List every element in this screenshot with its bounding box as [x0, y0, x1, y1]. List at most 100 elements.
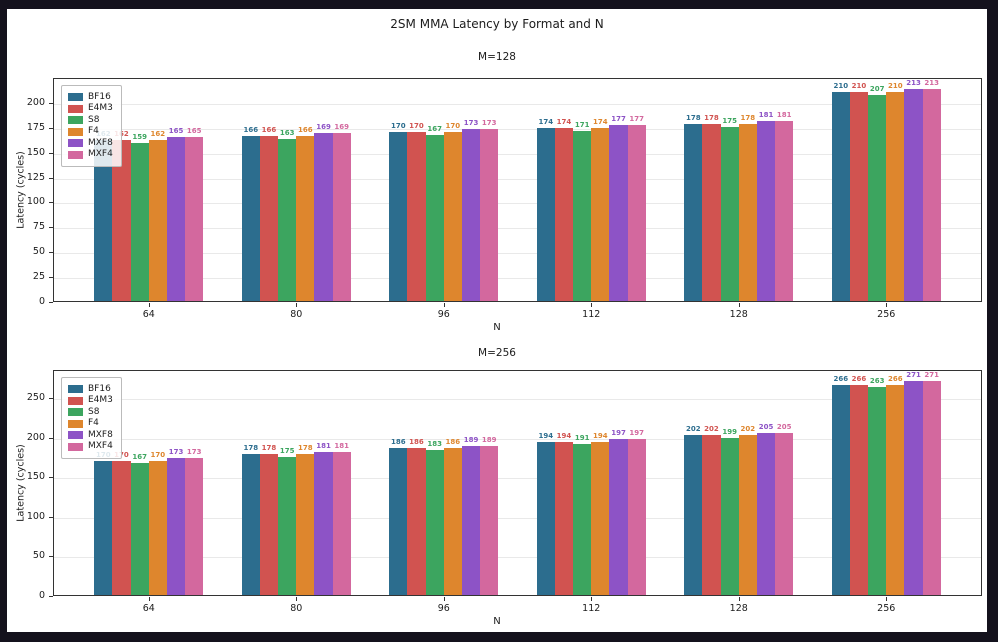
y-tick-mark — [49, 102, 53, 104]
bar-e4m3: 178 — [702, 114, 721, 301]
bar-value-label: 170 — [445, 121, 461, 130]
bar-e4m3: 170 — [407, 122, 426, 301]
gridline — [54, 478, 981, 480]
x-tick-mark — [886, 303, 888, 307]
legend-label: F4 — [88, 126, 99, 136]
bar-value-label: 159 — [132, 132, 147, 141]
bar-value-label: 189 — [481, 435, 497, 444]
bar-mxf4: 181 — [332, 442, 351, 595]
y-tick-label: 75 — [32, 221, 45, 233]
bar-value-label: 266 — [833, 374, 849, 383]
gridline — [54, 178, 981, 180]
bar-s8: 159 — [130, 133, 149, 301]
bar-value-label: 197 — [629, 429, 645, 438]
bar-value-label: 177 — [611, 114, 626, 123]
y-tick-mark — [49, 152, 53, 154]
bar-value-label: 202 — [685, 425, 701, 434]
plot-area: 1621621591621651656416616616316616916980… — [53, 78, 982, 320]
legend-swatch-bf16 — [68, 385, 83, 393]
bar-mxf4: 165 — [185, 127, 204, 301]
y-tick-mark — [49, 477, 53, 479]
bar-mxf4: 173 — [185, 449, 204, 595]
bar-value-label: 169 — [316, 122, 331, 131]
bar-f4: 178 — [738, 114, 757, 301]
bar-group-n112: 174 174 171 174 177 177 112 — [518, 79, 666, 320]
bar-value-label: 210 — [888, 81, 903, 90]
bar-value-label: 173 — [168, 448, 184, 457]
y-tick-label: 150 — [26, 471, 45, 483]
bar-mxf8: 173 — [461, 119, 481, 301]
bar-bf16: 178 — [684, 114, 703, 301]
bar-value-label: 181 — [316, 441, 331, 450]
bar-f4: 266 — [886, 375, 905, 595]
y-tick-label: 100 — [26, 196, 45, 208]
bars-row: 186 186 183 186 189 189 — [389, 371, 499, 595]
x-tick-label: 80 — [290, 603, 303, 614]
bar-value-label: 178 — [740, 113, 756, 122]
y-tick-label: 100 — [26, 510, 45, 522]
bar-s8: 171 — [573, 121, 592, 301]
bar-bf16: 186 — [389, 439, 408, 595]
bar-value-label: 199 — [722, 427, 737, 436]
bar-f4: 210 — [886, 82, 905, 301]
bar-bf16: 194 — [536, 432, 555, 595]
bar-mxf4: 197 — [627, 430, 646, 595]
bar-group-n64: 17017016717017317364 — [75, 371, 223, 614]
bar-mxf8: 213 — [904, 79, 923, 301]
y-tick-label: 175 — [26, 121, 45, 133]
bar-bf16: 170 — [389, 122, 408, 301]
x-tick-label: 112 — [582, 309, 601, 320]
x-tick-mark — [443, 303, 445, 307]
y-tick-mark — [49, 516, 53, 518]
bar-s8: 175 — [278, 447, 297, 595]
legend-swatch-mxf8 — [68, 139, 83, 147]
legend-swatch-bf16 — [68, 93, 83, 101]
bar-group-n128: 202 202 199 202 205 205 128 — [665, 371, 813, 614]
legend-label: S8 — [88, 406, 100, 417]
bar-mxf8: 197 — [609, 430, 628, 595]
figure-title: 2SM MMA Latency by Format and N — [390, 17, 604, 31]
bar-value-label: 174 — [538, 117, 554, 126]
legend-swatch-s8 — [68, 116, 83, 124]
bars-row: 202 202 199 202 205 205 — [684, 371, 794, 595]
legend-row: F4 — [68, 419, 113, 428]
bar-e4m3: 178 — [259, 445, 279, 595]
gridline — [54, 438, 981, 440]
legend: BF16 E4M3 S8 F4 MXF8 MXF4 — [61, 85, 122, 167]
bar-e4m3: 210 — [849, 82, 869, 301]
legend-row: BF16 — [68, 384, 113, 394]
legend-swatch-e4m3 — [68, 396, 83, 405]
y-axis-label: Latency (cycles) — [15, 444, 27, 522]
bars-row: 166 166 163 166 169 169 — [241, 79, 351, 301]
gridline — [54, 128, 981, 130]
bar-value-label: 213 — [924, 78, 940, 87]
bar-e4m3: 194 — [554, 432, 574, 595]
bar-group-n256: 266 266 263 266 271 271 256 — [813, 371, 961, 614]
bar-group-n256: 210 210 207 210 213 213 256 — [813, 78, 961, 320]
x-tick-mark — [886, 597, 888, 601]
bar-e4m3: 266 — [849, 375, 869, 595]
bar-value-label: 194 — [593, 431, 608, 440]
y-tick-label: 125 — [26, 171, 45, 183]
bar-value-label: 174 — [556, 117, 572, 126]
bar-value-label: 178 — [243, 444, 259, 453]
legend-swatch-mxf4 — [68, 150, 83, 159]
legend-row: MXF4 — [68, 442, 113, 451]
bars-row: 266 266 263 266 271 271 — [831, 371, 941, 595]
bar-value-label: 189 — [463, 435, 479, 444]
y-tick-mark — [49, 437, 53, 439]
bar-value-label: 210 — [851, 81, 867, 90]
gridline — [54, 557, 981, 559]
legend-row: E4M3 — [68, 104, 113, 113]
bar-group-n96: 170 170 167 170 173 173 96 — [370, 79, 518, 320]
bar-f4: 174 — [591, 118, 610, 301]
bar-group-n112: 194 194 191 194 197 197 112 — [518, 371, 666, 614]
bar-bf16: 266 — [831, 375, 850, 595]
x-tick-label: 96 — [437, 309, 450, 320]
bar-value-label: 186 — [390, 438, 406, 447]
bar-value-label: 165 — [168, 126, 184, 135]
bar-value-label: 186 — [409, 438, 424, 447]
bar-bf16: 210 — [831, 82, 850, 301]
bars-row: 174 174 171 174 177 177 — [536, 79, 646, 301]
legend-label: F4 — [88, 418, 99, 428]
